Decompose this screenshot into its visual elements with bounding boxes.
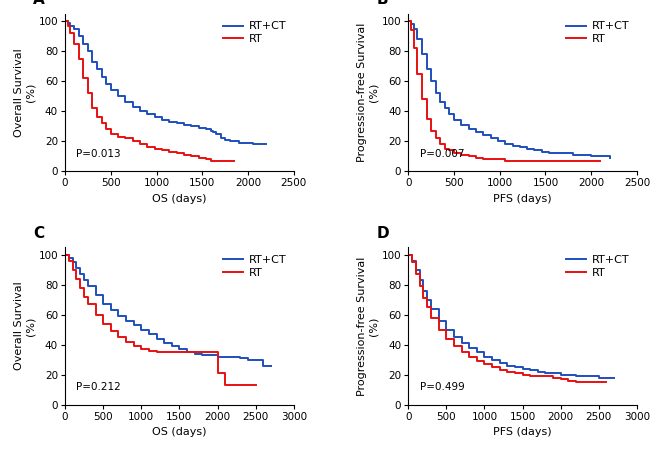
Legend: RT+CT, RT: RT+CT, RT xyxy=(218,17,291,49)
RT+CT xyxy=(267,363,275,369)
RT+CT xyxy=(122,94,129,99)
RT+CT xyxy=(61,19,69,24)
Y-axis label: Overall Survival
(%): Overall Survival (%) xyxy=(14,282,36,370)
RT xyxy=(496,368,504,373)
RT xyxy=(416,283,424,289)
RT+CT xyxy=(404,252,412,258)
RT xyxy=(404,19,412,24)
RT xyxy=(230,158,238,164)
RT+CT xyxy=(237,356,244,361)
RT+CT xyxy=(445,106,453,111)
RT+CT xyxy=(595,375,603,381)
RT+CT xyxy=(249,142,257,147)
Line: RT+CT: RT+CT xyxy=(65,21,266,144)
RT+CT xyxy=(472,126,480,132)
RT+CT xyxy=(263,142,270,147)
RT xyxy=(436,136,444,141)
Text: D: D xyxy=(376,226,389,241)
RT xyxy=(183,349,191,355)
Legend: RT+CT, RT: RT+CT, RT xyxy=(562,17,634,49)
Line: RT: RT xyxy=(408,255,606,382)
RT+CT xyxy=(436,91,444,96)
Line: RT: RT xyxy=(65,21,234,161)
RT+CT xyxy=(259,363,267,369)
Text: A: A xyxy=(33,0,45,7)
Text: B: B xyxy=(376,0,388,7)
Y-axis label: Overall Survival
(%): Overall Survival (%) xyxy=(14,48,36,137)
RT xyxy=(61,19,69,24)
RT xyxy=(479,157,487,162)
RT+CT xyxy=(519,366,526,372)
RT+CT xyxy=(92,293,99,298)
Legend: RT+CT, RT: RT+CT, RT xyxy=(218,251,291,282)
RT+CT xyxy=(569,151,577,156)
RT xyxy=(102,121,110,126)
Text: P=0.007: P=0.007 xyxy=(420,149,464,159)
RT xyxy=(530,158,538,164)
RT xyxy=(597,158,604,164)
RT+CT xyxy=(494,136,502,141)
RT xyxy=(541,374,549,379)
RT+CT xyxy=(61,252,69,258)
X-axis label: OS (days): OS (days) xyxy=(152,427,207,437)
RT xyxy=(144,142,151,147)
RT+CT xyxy=(151,111,159,117)
Y-axis label: Progression-free Survival
(%): Progression-free Survival (%) xyxy=(358,23,379,162)
RT xyxy=(61,252,69,258)
X-axis label: OS (days): OS (days) xyxy=(152,194,207,204)
RT+CT xyxy=(435,318,443,324)
Line: RT+CT: RT+CT xyxy=(65,255,271,366)
RT xyxy=(501,158,509,164)
Legend: RT+CT, RT: RT+CT, RT xyxy=(562,251,634,282)
RT xyxy=(207,158,215,164)
RT+CT xyxy=(180,122,188,127)
RT+CT xyxy=(580,374,588,379)
RT xyxy=(130,344,138,349)
RT+CT xyxy=(144,109,151,114)
RT+CT xyxy=(122,313,130,319)
RT+CT xyxy=(610,375,618,381)
RT xyxy=(408,259,416,265)
RT xyxy=(98,115,105,120)
RT+CT xyxy=(606,155,614,161)
RT xyxy=(190,349,198,355)
Text: P=0.212: P=0.212 xyxy=(77,382,121,392)
RT+CT xyxy=(161,341,168,346)
RT xyxy=(136,139,144,144)
RT xyxy=(99,312,107,318)
Text: P=0.013: P=0.013 xyxy=(77,149,121,159)
X-axis label: PFS (days): PFS (days) xyxy=(493,427,552,437)
RT xyxy=(443,327,450,333)
Y-axis label: Progression-free Survival
(%): Progression-free Survival (%) xyxy=(358,256,379,396)
RT xyxy=(413,71,421,76)
RT xyxy=(230,158,238,164)
RT xyxy=(187,152,195,157)
RT xyxy=(69,258,77,263)
RT+CT xyxy=(404,19,412,24)
RT xyxy=(65,258,73,263)
RT+CT xyxy=(93,59,101,65)
X-axis label: PFS (days): PFS (days) xyxy=(493,194,552,204)
RT xyxy=(407,27,415,33)
RT xyxy=(423,296,431,301)
Text: C: C xyxy=(33,226,44,241)
Line: RT: RT xyxy=(65,255,255,385)
RT+CT xyxy=(504,363,512,369)
RT+CT xyxy=(122,100,129,105)
Line: RT+CT: RT+CT xyxy=(408,255,614,378)
RT+CT xyxy=(176,347,183,352)
RT xyxy=(603,379,610,385)
RT xyxy=(422,96,430,102)
Line: RT+CT: RT+CT xyxy=(408,21,610,158)
Text: P=0.499: P=0.499 xyxy=(420,382,464,392)
RT+CT xyxy=(427,306,435,312)
RT xyxy=(252,383,259,388)
RT+CT xyxy=(465,341,473,346)
RT xyxy=(221,383,229,388)
RT xyxy=(404,252,412,258)
RT+CT xyxy=(597,154,604,159)
Line: RT: RT xyxy=(408,21,601,161)
RT xyxy=(572,379,580,385)
RT+CT xyxy=(84,283,92,289)
